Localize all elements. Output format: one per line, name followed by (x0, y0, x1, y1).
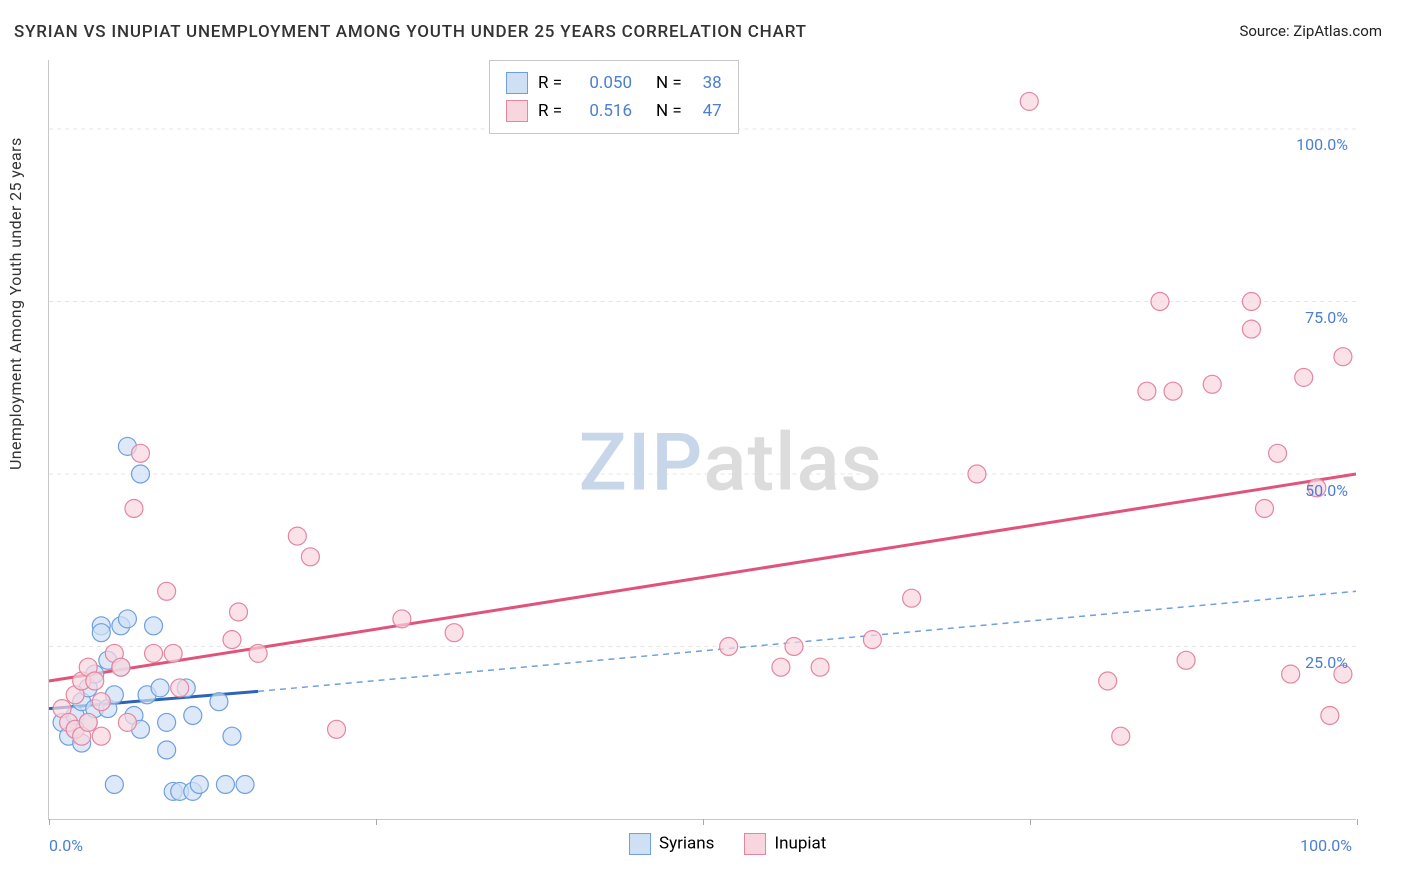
x-tick (49, 819, 50, 825)
data-point (328, 720, 346, 738)
data-point (158, 741, 176, 759)
data-point (249, 644, 267, 662)
data-point (92, 693, 110, 711)
data-point (1164, 382, 1182, 400)
data-point (785, 638, 803, 656)
legend-r-label: R = (538, 101, 562, 121)
data-point (86, 672, 104, 690)
y-tick-label: 100.0% (1268, 135, 1348, 154)
data-point (112, 658, 130, 676)
x-tick (703, 819, 704, 825)
legend-n-label: N = (656, 101, 682, 121)
data-point (131, 444, 149, 462)
legend-swatch (744, 833, 766, 855)
legend-label: Inupiat (774, 833, 826, 853)
trend-line (49, 474, 1356, 681)
x-tick-label-right: 100.0% (1300, 836, 1352, 855)
data-point (118, 713, 136, 731)
legend-n-value: 38 (692, 73, 722, 93)
legend-item: Inupiat (744, 833, 826, 855)
legend-label: Syrians (659, 833, 714, 853)
data-point (92, 727, 110, 745)
data-point (968, 465, 986, 483)
x-tick (1357, 819, 1358, 825)
data-point (184, 707, 202, 725)
data-point (210, 693, 228, 711)
data-point (772, 658, 790, 676)
data-point (1256, 500, 1274, 518)
data-point (236, 776, 254, 794)
data-point (1321, 707, 1339, 725)
data-point (125, 500, 143, 518)
data-point (164, 644, 182, 662)
data-point (393, 610, 411, 628)
data-point (230, 603, 248, 621)
data-point (720, 638, 738, 656)
data-point (145, 644, 163, 662)
x-tick (376, 819, 377, 825)
legend-n-value: 47 (692, 101, 722, 121)
data-point (1099, 672, 1117, 690)
data-point (118, 610, 136, 628)
data-point (131, 465, 149, 483)
data-point (1334, 348, 1352, 366)
data-point (301, 548, 319, 566)
data-point (1138, 382, 1156, 400)
x-tick (1030, 819, 1031, 825)
correlation-legend: R = 0.050 N = 38 R = 0.516 N = 47 (489, 60, 739, 134)
data-point (216, 776, 234, 794)
data-point (190, 776, 208, 794)
source-label: Source: ZipAtlas.com (1239, 22, 1382, 40)
legend-n-label: N = (656, 73, 682, 93)
data-point (903, 589, 921, 607)
data-point (158, 582, 176, 600)
legend-r-value: 0.050 (572, 73, 632, 93)
data-point (1242, 293, 1260, 311)
chart-title: SYRIAN VS INUPIAT UNEMPLOYMENT AMONG YOU… (14, 22, 807, 42)
data-point (171, 679, 189, 697)
data-point (92, 624, 110, 642)
y-tick-label: 50.0% (1268, 481, 1348, 500)
y-tick-label: 25.0% (1268, 653, 1348, 672)
y-axis-label: Unemployment Among Youth under 25 years (6, 137, 25, 470)
data-point (1020, 92, 1038, 110)
data-point (1203, 375, 1221, 393)
data-point (151, 679, 169, 697)
legend-row: R = 0.516 N = 47 (506, 97, 722, 125)
data-point (1177, 651, 1195, 669)
data-point (223, 631, 241, 649)
legend-swatch (629, 833, 651, 855)
legend-swatch (506, 100, 528, 122)
legend-r-label: R = (538, 73, 562, 93)
data-point (1269, 444, 1287, 462)
x-tick-label-left: 0.0% (49, 836, 83, 855)
legend-item: Syrians (629, 833, 714, 855)
data-point (145, 617, 163, 635)
legend-swatch (506, 72, 528, 94)
data-point (863, 631, 881, 649)
data-point (445, 624, 463, 642)
data-point (223, 727, 241, 745)
trend-line-ext (258, 591, 1356, 691)
data-point (1112, 727, 1130, 745)
data-point (105, 776, 123, 794)
legend-r-value: 0.516 (572, 101, 632, 121)
data-point (1242, 320, 1260, 338)
data-point (79, 713, 97, 731)
y-tick-label: 75.0% (1268, 308, 1348, 327)
chart-root: SYRIAN VS INUPIAT UNEMPLOYMENT AMONG YOU… (0, 0, 1406, 892)
legend-row: R = 0.050 N = 38 (506, 69, 722, 97)
data-point (288, 527, 306, 545)
plot-area: ZIPatlas 25.0%50.0%75.0%100.0% 0.0%100.0… (48, 60, 1356, 820)
data-point (158, 713, 176, 731)
data-point (811, 658, 829, 676)
plot-svg: ZIPatlas (49, 60, 1356, 819)
data-point (1151, 293, 1169, 311)
data-point (1295, 368, 1313, 386)
watermark: ZIPatlas (579, 415, 883, 509)
series-legend: Syrians Inupiat (629, 833, 826, 855)
